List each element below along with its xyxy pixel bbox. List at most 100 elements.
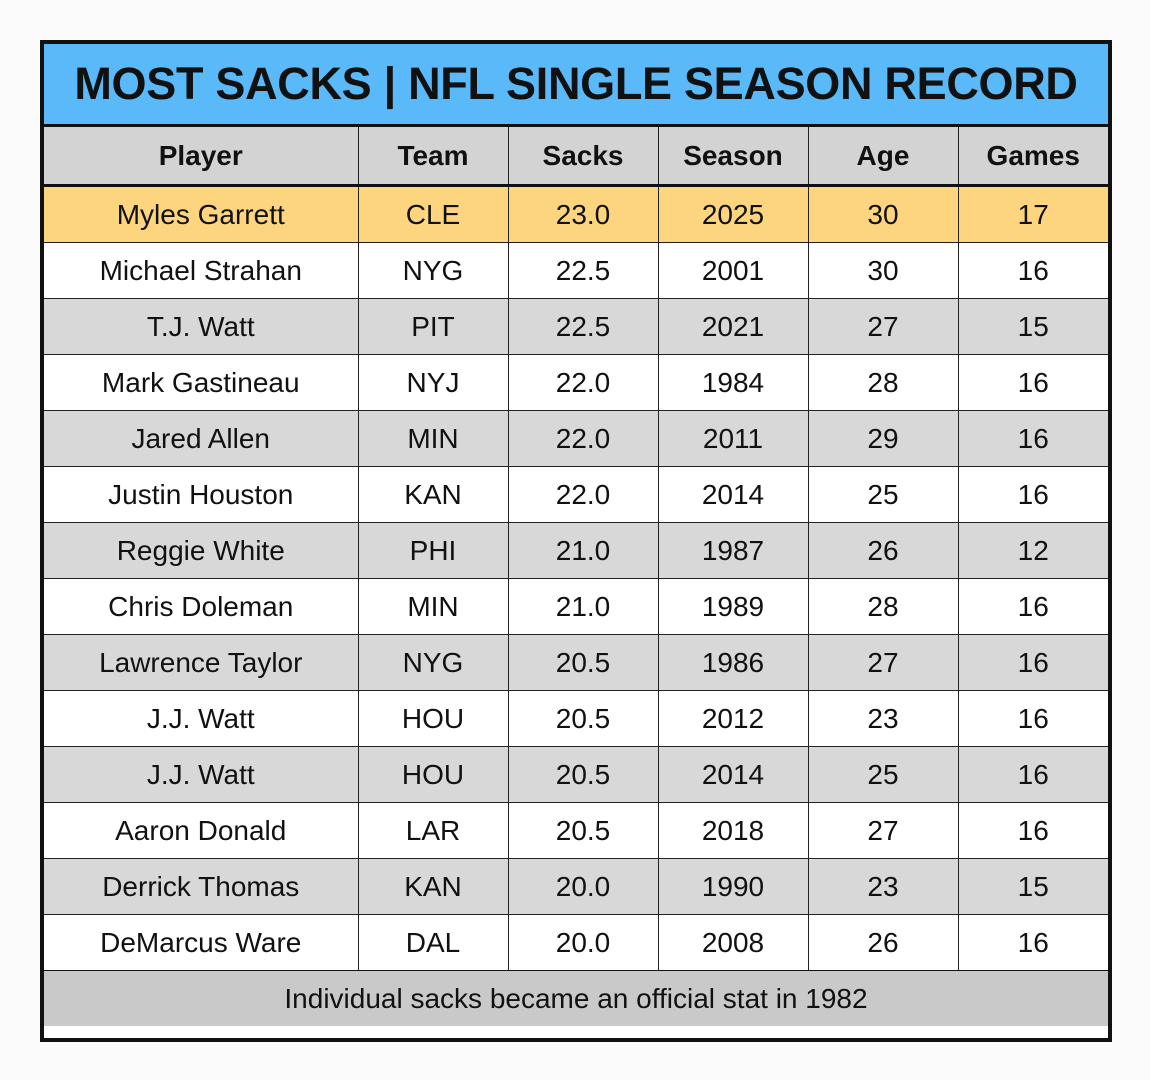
cell-player: Aaron Donald [44,802,359,859]
table-row: Aaron Donald LAR 20.5 2018 27 16 [44,802,1108,859]
table-row: J.J. Watt HOU 20.5 2014 25 16 [44,746,1108,803]
cell-season: 1989 [658,578,809,635]
cell-season: 2014 [658,466,809,523]
cell-team: MIN [358,578,509,635]
cell-sacks: 20.5 [508,746,659,803]
cell-player: Derrick Thomas [44,858,359,915]
cell-sacks: 20.5 [508,802,659,859]
cell-sacks: 21.0 [508,578,659,635]
cell-sacks: 22.0 [508,354,659,411]
table-row: Reggie White PHI 21.0 1987 26 12 [44,522,1108,579]
table-row: Chris Doleman MIN 21.0 1989 28 16 [44,578,1108,635]
cell-season: 1986 [658,634,809,691]
cell-age: 26 [808,914,959,971]
cell-player: Jared Allen [44,410,359,467]
cell-player: Chris Doleman [44,578,359,635]
cell-player: J.J. Watt [44,690,359,747]
cell-team: HOU [358,746,509,803]
cell-games: 15 [958,298,1108,355]
table-row: Justin Houston KAN 22.0 2014 25 16 [44,466,1108,523]
record-table-frame: MOST SACKS | NFL SINGLE SEASON RECORD Pl… [40,40,1112,1042]
cell-team: DAL [358,914,509,971]
cell-season: 2001 [658,242,809,299]
table-title: MOST SACKS | NFL SINGLE SEASON RECORD [44,44,1108,127]
table-row: T.J. Watt PIT 22.5 2021 27 15 [44,298,1108,355]
column-header-player: Player [44,127,359,187]
cell-team: NYJ [358,354,509,411]
cell-season: 2011 [658,410,809,467]
table-row: Michael Strahan NYG 22.5 2001 30 16 [44,242,1108,299]
cell-season: 2021 [658,298,809,355]
header-row: Player Team Sacks Season Age Games [44,127,1108,187]
sacks-table: Player Team Sacks Season Age Games Myles… [44,127,1108,971]
cell-age: 25 [808,746,959,803]
cell-season: 2008 [658,914,809,971]
cell-player: J.J. Watt [44,746,359,803]
cell-season: 2014 [658,746,809,803]
column-header-team: Team [358,127,509,187]
table-row: Myles Garrett CLE 23.0 2025 30 17 [44,185,1108,243]
cell-games: 12 [958,522,1108,579]
cell-season: 2018 [658,802,809,859]
cell-age: 27 [808,298,959,355]
cell-games: 16 [958,914,1108,971]
cell-age: 30 [808,185,959,243]
cell-player: Myles Garrett [44,185,359,243]
cell-games: 15 [958,858,1108,915]
cell-games: 17 [958,185,1108,243]
cell-age: 25 [808,466,959,523]
cell-age: 28 [808,354,959,411]
cell-games: 16 [958,746,1108,803]
cell-player: Michael Strahan [44,242,359,299]
cell-sacks: 22.0 [508,410,659,467]
cell-team: KAN [358,466,509,523]
cell-games: 16 [958,634,1108,691]
cell-player: T.J. Watt [44,298,359,355]
table-footer-note: Individual sacks became an official stat… [44,971,1108,1026]
cell-age: 28 [808,578,959,635]
cell-sacks: 20.5 [508,634,659,691]
table-row: Jared Allen MIN 22.0 2011 29 16 [44,410,1108,467]
cell-sacks: 23.0 [508,185,659,243]
cell-age: 23 [808,858,959,915]
cell-age: 29 [808,410,959,467]
cell-player: DeMarcus Ware [44,914,359,971]
cell-sacks: 20.0 [508,914,659,971]
cell-age: 27 [808,634,959,691]
cell-season: 2025 [658,185,809,243]
table-body: Myles Garrett CLE 23.0 2025 30 17 Michael Stra… [44,185,1108,971]
cell-team: PIT [358,298,509,355]
cell-player: Lawrence Taylor [44,634,359,691]
column-header-games: Games [958,127,1108,187]
cell-sacks: 22.0 [508,466,659,523]
cell-age: 27 [808,802,959,859]
column-header-age: Age [808,127,959,187]
cell-age: 26 [808,522,959,579]
cell-season: 1990 [658,858,809,915]
cell-season: 2012 [658,690,809,747]
cell-team: NYG [358,634,509,691]
cell-season: 1984 [658,354,809,411]
cell-season: 1987 [658,522,809,579]
cell-sacks: 22.5 [508,298,659,355]
cell-sacks: 20.0 [508,858,659,915]
cell-age: 30 [808,242,959,299]
cell-team: MIN [358,410,509,467]
cell-team: HOU [358,690,509,747]
column-header-sacks: Sacks [508,127,659,187]
cell-team: LAR [358,802,509,859]
cell-team: NYG [358,242,509,299]
cell-team: CLE [358,185,509,243]
cell-games: 16 [958,466,1108,523]
cell-sacks: 20.5 [508,690,659,747]
cell-games: 16 [958,242,1108,299]
cell-player: Justin Houston [44,466,359,523]
cell-player: Mark Gastineau [44,354,359,411]
cell-sacks: 22.5 [508,242,659,299]
table-row: Derrick Thomas KAN 20.0 1990 23 15 [44,858,1108,915]
cell-games: 16 [958,690,1108,747]
table-row: J.J. Watt HOU 20.5 2012 23 16 [44,690,1108,747]
cell-games: 16 [958,802,1108,859]
cell-games: 16 [958,354,1108,411]
table-row: Mark Gastineau NYJ 22.0 1984 28 16 [44,354,1108,411]
